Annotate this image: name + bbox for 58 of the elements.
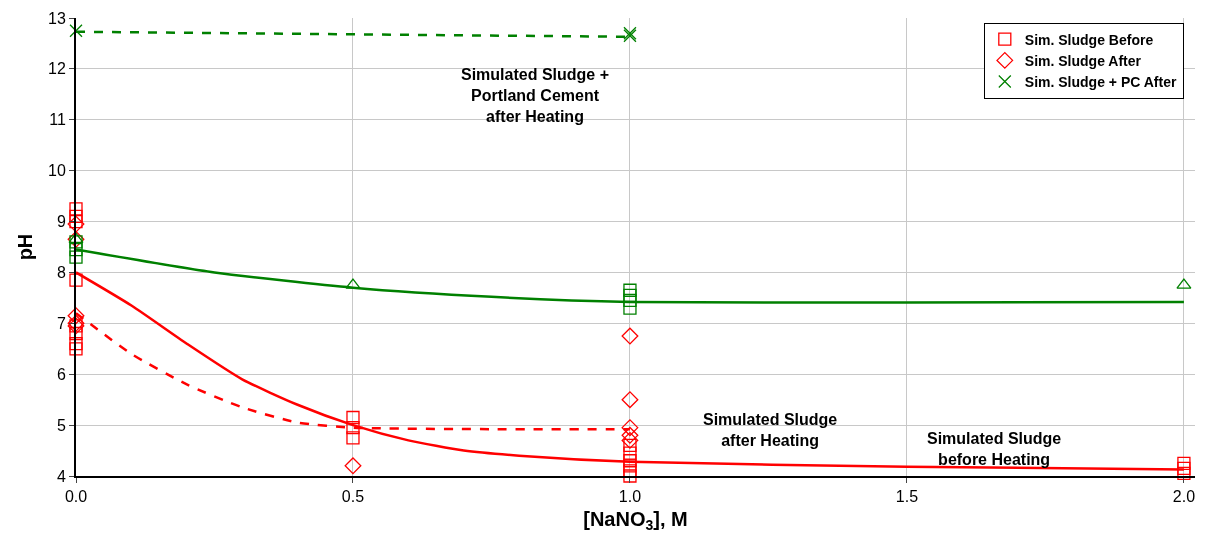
point: [1177, 461, 1191, 476]
point: [621, 431, 639, 449]
point: [69, 242, 83, 257]
point: [69, 214, 83, 229]
legend-label: Sim. Sludge After: [1024, 52, 1142, 69]
y-tick-label: 11: [49, 111, 66, 129]
x-tick-label: 1.5: [895, 488, 919, 506]
y-tick-label: 4: [56, 467, 66, 485]
y-tick-label: 13: [48, 9, 66, 27]
point: [621, 327, 639, 345]
y-tick-label: 10: [48, 162, 66, 180]
point: [346, 431, 360, 445]
y-tick-label: 5: [56, 416, 66, 434]
point: [69, 250, 83, 264]
point: [623, 301, 637, 315]
y-tick-label: 8: [56, 264, 66, 282]
annotation: Simulated Sludge before Heating: [927, 430, 1062, 468]
point: [67, 215, 85, 233]
annotation: Simulated Sludge after Heating: [703, 411, 838, 449]
y-tick-label: 7: [56, 314, 66, 332]
x-tick-label: 0.0: [64, 488, 88, 506]
y-tick-label: 9: [56, 213, 66, 231]
y-tick-label: 12: [48, 60, 66, 78]
y-tick-label: 6: [56, 365, 66, 383]
point: [623, 469, 637, 483]
legend-label: Sim. Sludge + PC After: [1024, 74, 1177, 91]
point: [621, 419, 639, 437]
point: [623, 293, 637, 308]
x-axis-title: [NaNO$_{3}$], M: [583, 508, 688, 534]
annotation: Simulated Sludge + Portland Cement after Heating: [461, 66, 610, 125]
point: [69, 326, 83, 341]
point: [69, 337, 83, 351]
point: [344, 457, 362, 475]
point: [69, 273, 83, 287]
point: [621, 391, 639, 409]
point: [346, 410, 360, 425]
point: [67, 230, 85, 248]
point: [623, 459, 637, 473]
x-tick-label: 0.5: [341, 488, 365, 506]
point: [623, 446, 637, 460]
point: [623, 283, 637, 297]
point: [623, 454, 637, 468]
point: [1177, 456, 1191, 470]
point: [69, 209, 83, 224]
legend-label: Sim. Sludge Before: [1024, 31, 1154, 48]
point: [69, 235, 83, 249]
point: [621, 426, 639, 444]
point: [623, 438, 637, 453]
point: [67, 307, 85, 325]
point: [69, 202, 83, 216]
point: [69, 24, 83, 38]
x-tick-label: 1.0: [618, 488, 642, 506]
point: [1177, 466, 1191, 481]
point: [68, 232, 84, 244]
point: [346, 421, 360, 435]
x-tick-label: 2.0: [1172, 488, 1196, 506]
y-axis-title: pH: [14, 233, 36, 261]
point: [69, 342, 83, 356]
